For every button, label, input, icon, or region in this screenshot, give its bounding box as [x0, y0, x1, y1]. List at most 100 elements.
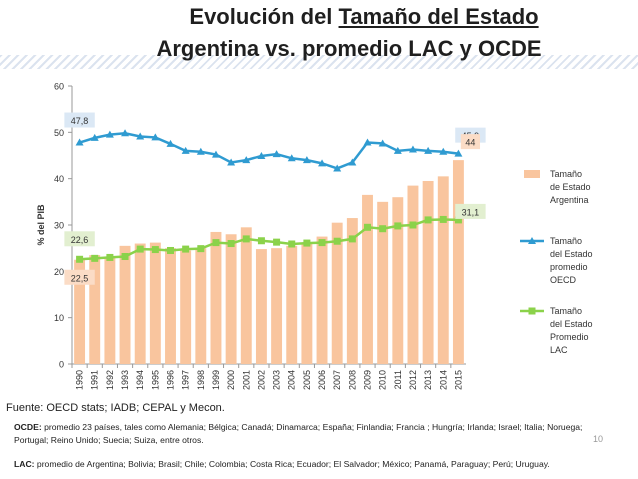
- bar-argentina: [316, 236, 328, 364]
- marker-oecd: [348, 158, 357, 166]
- marker-lac: [257, 237, 265, 245]
- slide-title-line-2: Argentina vs. promedio LAC y OCDE: [156, 36, 542, 61]
- legend-marker-oecd: [528, 237, 536, 244]
- page-number: 10: [593, 434, 604, 444]
- x-tick-label: 1992: [105, 370, 115, 390]
- bar-argentina: [377, 201, 389, 364]
- x-tick-label: 2004: [287, 370, 297, 390]
- x-tick-label: 1993: [120, 370, 130, 390]
- marker-lac: [439, 215, 447, 223]
- bar-argentina: [240, 227, 252, 364]
- marker-lac: [379, 225, 387, 233]
- data-label-box: [460, 134, 481, 150]
- bar-argentina: [452, 160, 464, 364]
- bar-argentina: [74, 259, 86, 364]
- marker-oecd: [257, 151, 266, 159]
- x-tick-label: 2010: [378, 370, 388, 390]
- marker-oecd: [439, 147, 448, 155]
- source-note: Fuente: OECD stats; IADB; CEPAL y Mecon.: [6, 402, 225, 414]
- marker-oecd: [166, 139, 175, 147]
- marker-oecd: [393, 146, 402, 154]
- x-tick-label: 1999: [211, 370, 221, 390]
- lac-footnote-label: LAC:: [14, 459, 35, 469]
- x-tick-label: 2012: [408, 370, 418, 390]
- x-tick-label: 1990: [75, 370, 85, 390]
- marker-lac: [348, 235, 356, 243]
- x-tick-label: 2014: [438, 370, 448, 390]
- y-tick-label: 30: [54, 221, 64, 231]
- marker-lac: [167, 246, 174, 254]
- marker-oecd: [454, 149, 463, 157]
- x-tick-label: 2015: [453, 370, 463, 390]
- lac-footnote-text: promedio de Argentina; Bolivia; Brasil; …: [34, 459, 550, 469]
- x-tick-label: 1995: [150, 370, 160, 390]
- oecd-footnote-label: OCDE:: [14, 422, 42, 432]
- marker-oecd: [105, 130, 114, 138]
- x-tick-label: 2000: [226, 370, 236, 390]
- data-label: 22,6: [71, 235, 89, 245]
- x-tick-label: 1994: [135, 370, 145, 390]
- bar-argentina: [407, 185, 419, 364]
- decorative-stripe-band: [0, 55, 638, 69]
- data-label-box: [64, 112, 95, 128]
- marker-oecd: [333, 164, 342, 172]
- marker-lac: [212, 239, 220, 247]
- bar-argentina: [225, 234, 237, 364]
- marker-lac: [273, 238, 281, 246]
- marker-oecd: [151, 133, 160, 141]
- y-tick-label: 50: [54, 128, 64, 138]
- y-tick-label: 40: [54, 174, 64, 184]
- marker-lac: [454, 216, 462, 224]
- x-tick-label: 1991: [90, 370, 100, 390]
- bar-argentina: [362, 194, 373, 364]
- bar-argentina: [134, 243, 146, 364]
- marker-oecd: [121, 129, 130, 137]
- bar-argentina: [180, 250, 192, 364]
- marker-lac: [303, 239, 311, 247]
- data-label-box: [455, 203, 486, 219]
- data-label: 44: [465, 138, 475, 148]
- marker-oecd: [75, 138, 84, 146]
- marker-oecd: [272, 150, 281, 158]
- bar-argentina: [422, 180, 434, 364]
- marker-lac: [394, 222, 402, 230]
- marker-lac: [333, 237, 341, 245]
- legend-label: Tamaño de Estado Argentina: [550, 169, 591, 205]
- marker-lac: [76, 255, 84, 263]
- bar-argentina: [437, 176, 449, 364]
- x-tick-label: 2011: [393, 370, 403, 389]
- marker-oecd: [302, 156, 311, 164]
- marker-oecd: [242, 156, 251, 164]
- data-label: 31,1: [462, 207, 480, 217]
- bar-argentina: [286, 245, 298, 364]
- bar-argentina: [210, 231, 222, 364]
- x-tick-label: 2001: [241, 370, 251, 390]
- title-underlined: Tamaño del Estado: [338, 4, 539, 29]
- bar-argentina: [331, 222, 343, 364]
- x-tick-label: 2006: [317, 370, 327, 390]
- line-oecd: [79, 131, 459, 170]
- y-axis-title: % del PIB: [36, 204, 46, 246]
- x-tick-label: 2008: [347, 370, 357, 390]
- title-prefix: Evolución del: [189, 4, 339, 29]
- marker-lac: [242, 235, 250, 243]
- marker-oecd: [408, 145, 417, 153]
- data-label: 47,8: [71, 116, 89, 126]
- x-tick-label: 2007: [332, 370, 342, 390]
- legend-swatch-argentina: [524, 170, 540, 178]
- marker-oecd: [318, 159, 327, 167]
- marker-oecd: [363, 138, 372, 146]
- marker-lac: [151, 246, 159, 254]
- marker-oecd: [287, 154, 296, 162]
- x-tick-label: 1998: [196, 370, 206, 390]
- legend-marker-lac: [528, 307, 536, 315]
- bar-argentina: [346, 218, 358, 364]
- lac-footnote: LAC: promedio de Argentina; Bolivia; Bra…: [14, 458, 614, 471]
- marker-oecd: [378, 139, 387, 147]
- y-tick-label: 10: [54, 313, 64, 323]
- oecd-footnote: OCDE: promedio 23 países, tales como Ale…: [14, 421, 614, 447]
- data-label: 22,5: [71, 273, 89, 283]
- x-tick-label: 2013: [423, 370, 433, 390]
- marker-oecd: [90, 133, 99, 141]
- oecd-footnote-text: promedio 23 países, tales como Alemania;…: [14, 422, 583, 445]
